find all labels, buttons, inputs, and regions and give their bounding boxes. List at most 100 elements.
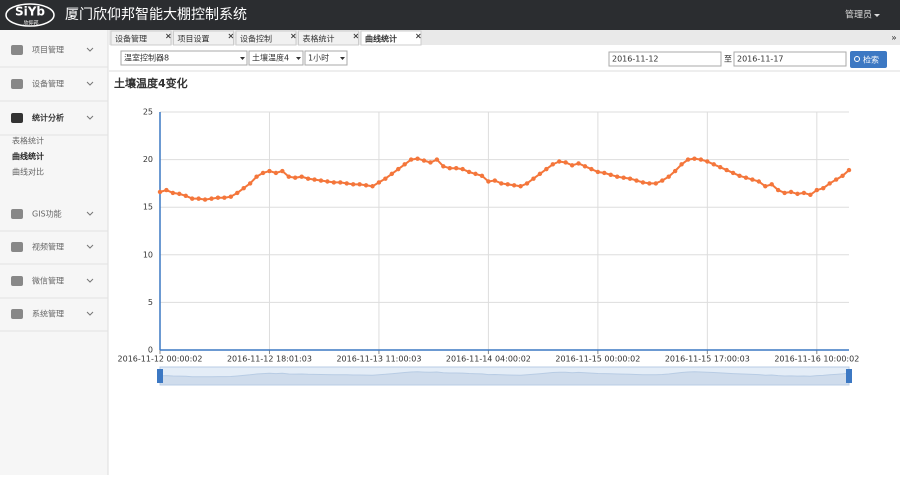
point[interactable] — [325, 179, 330, 184]
point[interactable] — [396, 166, 401, 172]
point[interactable] — [724, 167, 729, 173]
point[interactable] — [589, 166, 594, 172]
tab[interactable] — [360, 30, 422, 46]
user-menu[interactable]: 管理员 — [845, 9, 872, 21]
point[interactable] — [544, 166, 549, 172]
search-button[interactable] — [850, 51, 887, 68]
point[interactable] — [602, 170, 607, 176]
point[interactable] — [647, 181, 652, 186]
point[interactable] — [692, 156, 697, 161]
nav-subitem[interactable]: 曲线对比 — [12, 167, 44, 177]
navigator-handle[interactable] — [846, 369, 852, 383]
point[interactable] — [383, 176, 388, 181]
date-input[interactable] — [608, 51, 722, 67]
search-label[interactable]: 检索 — [863, 55, 879, 65]
point[interactable] — [260, 170, 266, 176]
point[interactable] — [267, 168, 272, 174]
point[interactable] — [202, 197, 208, 202]
point[interactable] — [421, 158, 427, 163]
point[interactable] — [454, 165, 459, 171]
select-value[interactable]: 土壤温度4 — [252, 53, 289, 63]
tab-scroll[interactable]: » — [891, 34, 897, 44]
point[interactable] — [492, 178, 498, 183]
point[interactable] — [685, 157, 691, 162]
point[interactable] — [698, 157, 704, 162]
point[interactable] — [518, 184, 523, 189]
point[interactable] — [775, 187, 781, 193]
point[interactable] — [782, 190, 787, 196]
tab-label[interactable]: 设备控制 — [240, 34, 272, 44]
point[interactable] — [833, 177, 839, 182]
point[interactable] — [215, 195, 221, 200]
nav-item[interactable]: 微信管理 — [32, 276, 64, 286]
nav-item[interactable]: 项目管理 — [32, 45, 64, 55]
point[interactable] — [666, 174, 671, 179]
point[interactable] — [235, 190, 240, 196]
point[interactable] — [183, 193, 188, 198]
point[interactable] — [209, 196, 214, 201]
point[interactable] — [164, 187, 169, 193]
nav-item[interactable]: 系统管理 — [32, 309, 64, 319]
point[interactable] — [389, 171, 395, 177]
point[interactable] — [814, 187, 820, 193]
point[interactable] — [672, 168, 678, 174]
point[interactable] — [679, 162, 684, 167]
point[interactable] — [370, 184, 375, 189]
point[interactable] — [576, 161, 581, 166]
point[interactable] — [466, 169, 472, 175]
point[interactable] — [170, 190, 176, 196]
point[interactable] — [460, 166, 465, 172]
point[interactable] — [247, 181, 253, 186]
nav-item[interactable]: GIS功能 — [32, 209, 62, 219]
point[interactable] — [286, 174, 291, 179]
point[interactable] — [479, 173, 485, 178]
tab-close[interactable]: × — [415, 32, 422, 41]
point[interactable] — [363, 183, 369, 188]
tab[interactable] — [110, 30, 172, 46]
point[interactable] — [331, 180, 337, 185]
point[interactable] — [846, 167, 852, 173]
point[interactable] — [228, 194, 234, 199]
point[interactable] — [634, 178, 639, 183]
select[interactable] — [120, 50, 248, 66]
point[interactable] — [827, 181, 832, 186]
tab[interactable] — [235, 30, 297, 46]
point[interactable] — [241, 185, 246, 191]
point[interactable] — [718, 165, 723, 170]
select-value[interactable]: 温室控制器8 — [124, 53, 169, 63]
point[interactable] — [408, 157, 414, 162]
point[interactable] — [660, 178, 665, 183]
point[interactable] — [582, 164, 588, 169]
point[interactable] — [711, 162, 716, 167]
point[interactable] — [788, 189, 794, 195]
point[interactable] — [299, 174, 304, 179]
tab[interactable] — [173, 30, 234, 46]
point[interactable] — [730, 170, 736, 176]
point[interactable] — [402, 162, 407, 167]
point[interactable] — [434, 157, 440, 162]
point[interactable] — [222, 195, 227, 200]
point[interactable] — [653, 181, 659, 186]
tab-label[interactable]: 表格统计 — [303, 34, 335, 44]
date-input[interactable] — [733, 51, 847, 67]
point[interactable] — [550, 162, 555, 167]
tab-close[interactable]: × — [228, 32, 235, 41]
point[interactable] — [499, 181, 504, 186]
point[interactable] — [428, 160, 433, 165]
point[interactable] — [737, 173, 742, 178]
point[interactable] — [621, 175, 626, 180]
point[interactable] — [338, 180, 343, 185]
tab-label[interactable]: 曲线统计 — [365, 34, 397, 44]
select[interactable] — [304, 50, 348, 66]
point[interactable] — [312, 177, 317, 182]
point[interactable] — [795, 191, 800, 197]
point[interactable] — [557, 159, 562, 164]
point[interactable] — [640, 180, 646, 185]
point[interactable] — [769, 182, 774, 187]
point[interactable] — [254, 174, 259, 179]
point[interactable] — [801, 190, 807, 196]
select-value[interactable]: 1小时 — [308, 53, 329, 63]
point[interactable] — [595, 169, 601, 175]
point[interactable] — [376, 180, 382, 185]
point[interactable] — [614, 174, 620, 179]
